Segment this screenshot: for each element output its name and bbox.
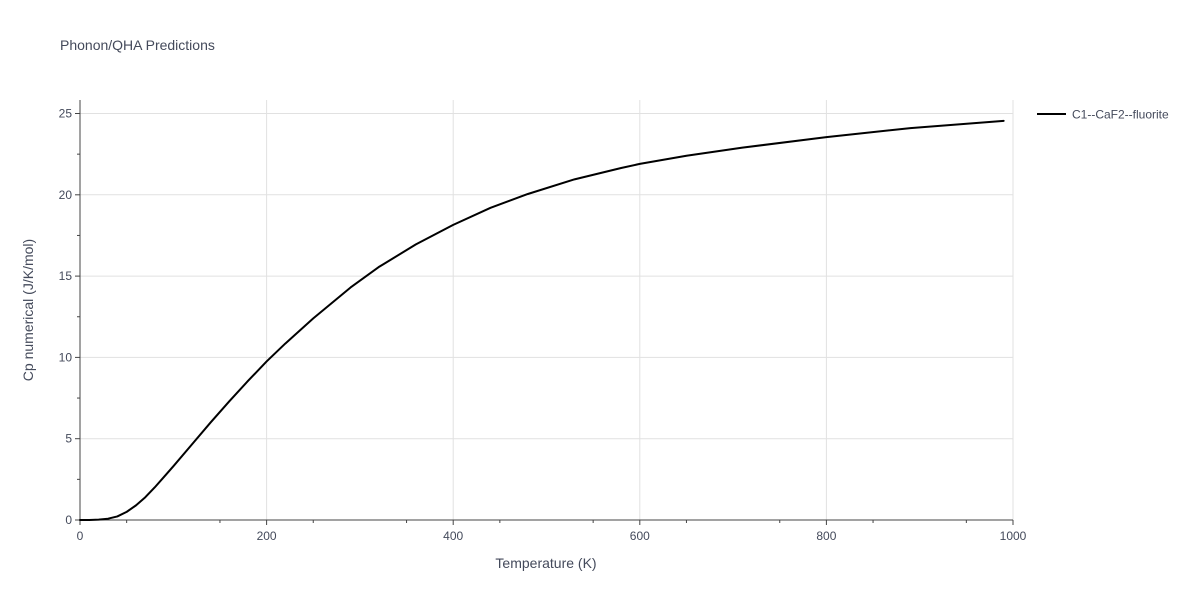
y-axis-label: Cp numerical (J/K/mol) xyxy=(20,239,36,381)
x-tick-label-0: 0 xyxy=(77,529,84,543)
legend-label-series-0: C1--CaF2--fluorite xyxy=(1072,108,1169,122)
x-axis-label: Temperature (K) xyxy=(495,555,596,571)
legend[interactable]: C1--CaF2--fluorite xyxy=(1037,108,1169,122)
y-tick-label-2: 10 xyxy=(59,350,73,364)
series-line-0 xyxy=(79,119,1005,521)
x-tick-label-1: 200 xyxy=(257,529,277,543)
y-tick-label-3: 15 xyxy=(59,269,73,283)
y-tick-label-5: 25 xyxy=(59,107,73,121)
grid-layer xyxy=(80,100,1014,520)
axis-layer: 0 200 400 600 800 1000 0 5 10 15 20 25 xyxy=(59,100,1027,543)
x-tick-label-3: 600 xyxy=(630,529,650,543)
chart-title: Phonon/QHA Predictions xyxy=(60,37,215,53)
y-tick-label-0: 0 xyxy=(65,513,72,527)
x-tick-label-2: 400 xyxy=(443,529,463,543)
y-tick-label-4: 20 xyxy=(59,188,73,202)
y-tick-label-1: 5 xyxy=(65,432,72,446)
x-tick-label-4: 800 xyxy=(816,529,836,543)
x-tick-label-5: 1000 xyxy=(1000,529,1027,543)
series-layer xyxy=(79,119,1005,521)
